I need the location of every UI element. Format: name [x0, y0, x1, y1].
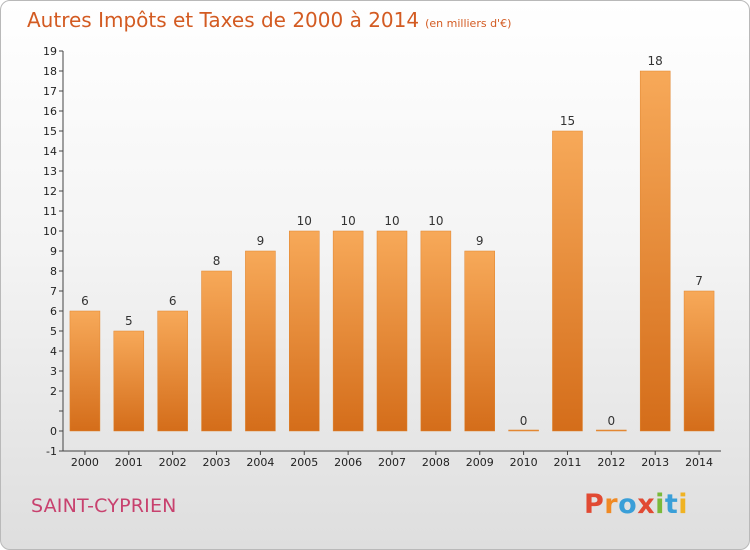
y-tick-label: 7: [50, 285, 57, 298]
bar: [157, 310, 188, 432]
bar: [464, 250, 495, 432]
axes: -1 0 2 3 4 5 6 7 8 9 10 11 12 13 14 15 16 17 18 19 2000 2001 2…: [43, 45, 721, 469]
y-tick-label: 12: [43, 185, 57, 198]
x-tick-label: 2013: [641, 456, 669, 469]
x-tick-label: 2014: [685, 456, 713, 469]
y-tick-label: 6: [50, 305, 57, 318]
y-tick-label: 19: [43, 45, 57, 58]
bar: [113, 330, 145, 432]
data-label: 10: [297, 214, 312, 228]
data-label: 10: [384, 214, 399, 228]
data-label: 10: [340, 214, 355, 228]
x-tick-label: 2007: [378, 456, 406, 469]
data-label: 7: [695, 274, 703, 288]
y-tick-label: 18: [43, 65, 57, 78]
x-tick-label: 2006: [334, 456, 362, 469]
data-label: 10: [428, 214, 443, 228]
logo-letter: r: [604, 489, 619, 520]
x-tick-label: 2009: [466, 456, 494, 469]
bar: [289, 230, 320, 432]
data-label: 5: [125, 314, 133, 328]
title-text: Autres Impôts et Taxes de 2000 à 2014: [27, 8, 420, 32]
y-tick-label: 2: [50, 385, 57, 398]
bar: [508, 429, 539, 432]
chart-title: Autres Impôts et Taxes de 2000 à 2014 (en…: [27, 8, 511, 32]
y-tick-label: 16: [43, 105, 57, 118]
y-tick-label: 8: [50, 265, 57, 278]
x-tick-label: 2000: [71, 456, 99, 469]
data-label: 6: [169, 294, 177, 308]
bar: [245, 250, 276, 432]
y-tick-label: 15: [43, 125, 57, 138]
data-label: 0: [608, 414, 616, 428]
x-tick-label: 2010: [510, 456, 538, 469]
logo-letter: o: [618, 489, 638, 520]
x-tick-label: 2003: [203, 456, 231, 469]
y-tick-label: 3: [50, 365, 57, 378]
data-label: 0: [520, 414, 528, 428]
bar: [420, 230, 452, 432]
bar: [201, 270, 232, 432]
proxiti-logo[interactable]: Proxiti: [584, 489, 688, 520]
y-tick-label: 9: [50, 245, 57, 258]
data-labels: 6 5 6 8 9 10 10 10 10 9 0 15 0 18 7: [81, 54, 703, 428]
y-tick-label: -1: [46, 445, 57, 458]
x-tick-label: 2012: [597, 456, 625, 469]
x-tick-label: 2002: [159, 456, 187, 469]
x-tick-label: 2005: [290, 456, 318, 469]
bars: [69, 70, 715, 432]
y-tick-label: 10: [43, 225, 57, 238]
data-label: 9: [476, 234, 484, 248]
data-label: 15: [560, 114, 575, 128]
data-label: 8: [213, 254, 221, 268]
data-label: 9: [257, 234, 265, 248]
commune-name: SAINT-CYPRIEN: [31, 495, 177, 517]
y-tick-label: 4: [50, 345, 57, 358]
logo-letter: P: [584, 489, 605, 520]
data-label: 6: [81, 294, 89, 308]
logo-letter: i: [678, 489, 689, 520]
title-unit: (en milliers d'€): [425, 17, 512, 30]
x-tick-label: 2011: [553, 456, 581, 469]
y-tick-label: 13: [43, 165, 57, 178]
logo-letter: i: [655, 489, 665, 520]
y-tick-label: 17: [43, 85, 57, 98]
x-tick-label: 2004: [246, 456, 274, 469]
data-label: 18: [648, 54, 663, 68]
y-tick-label: 5: [50, 325, 57, 338]
logo-letter: x: [637, 489, 656, 520]
x-tick-label: 2001: [115, 456, 143, 469]
bar: [596, 429, 627, 432]
y-tick-label: 11: [43, 205, 57, 218]
y-tick-label: 0: [50, 425, 57, 438]
y-tick-label: 14: [43, 145, 57, 158]
bar: [552, 130, 583, 432]
bar: [69, 310, 101, 432]
bar: [332, 230, 364, 432]
x-tick-label: 2008: [422, 456, 450, 469]
bar: [639, 70, 671, 432]
bar: [683, 290, 715, 432]
logo-letter: t: [664, 489, 679, 520]
bar: [376, 230, 408, 432]
